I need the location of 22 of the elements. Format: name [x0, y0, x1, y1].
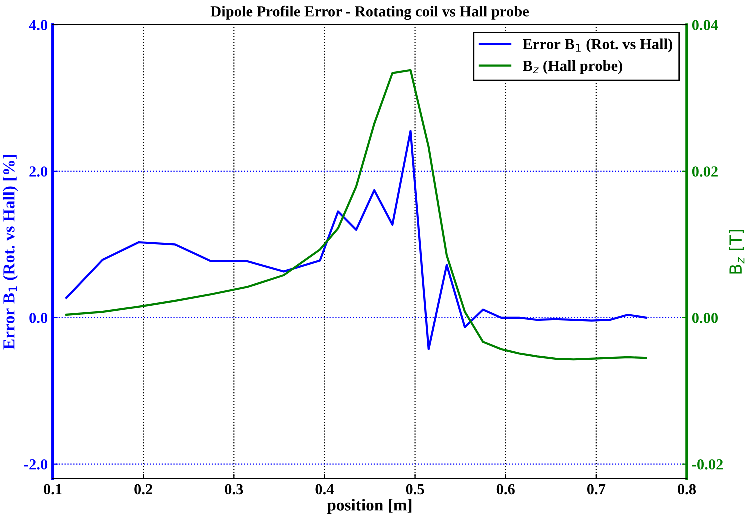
x-tick-label: 0.5 [406, 484, 424, 495]
x-axis-title: position [m] [327, 499, 412, 514]
x-tick-label: 0.6 [496, 484, 515, 495]
x-tick-label: 0.7 [587, 484, 606, 495]
x-tick-label: 0.4 [316, 484, 334, 495]
y2-tick-label: 0.04 [692, 20, 718, 31]
y-tick-label: -2.0 [24, 459, 48, 470]
y2-axis-title: B$_{z}$ [T] [729, 230, 745, 274]
y-tick-label: 0.0 [30, 313, 48, 324]
y-tick-label: 4.0 [29, 20, 48, 31]
x-tick-label: 0.8 [678, 484, 696, 495]
x-tick-label: 0.1 [44, 484, 62, 495]
x-tick-label: 0.2 [134, 484, 152, 495]
y2-tick-label: 0.00 [692, 313, 718, 324]
legend-label: Error B$_{1}$ (Rot. vs Hall) [523, 38, 672, 53]
y-axis-title: Error B$_{1}$ (Rot. vs Hall) [%] [3, 155, 18, 350]
chart-title: Dipole Profile Error - Rotating coil vs Hall probe [210, 6, 530, 20]
y2-tick-label: -0.02 [692, 459, 724, 470]
legend-label: B$_{z}$ (Hall probe) [523, 60, 622, 74]
x-tick-label: 0.3 [225, 484, 244, 495]
y2-tick-label: 0.02 [692, 166, 718, 177]
y-tick-label: 2.0 [30, 166, 48, 177]
